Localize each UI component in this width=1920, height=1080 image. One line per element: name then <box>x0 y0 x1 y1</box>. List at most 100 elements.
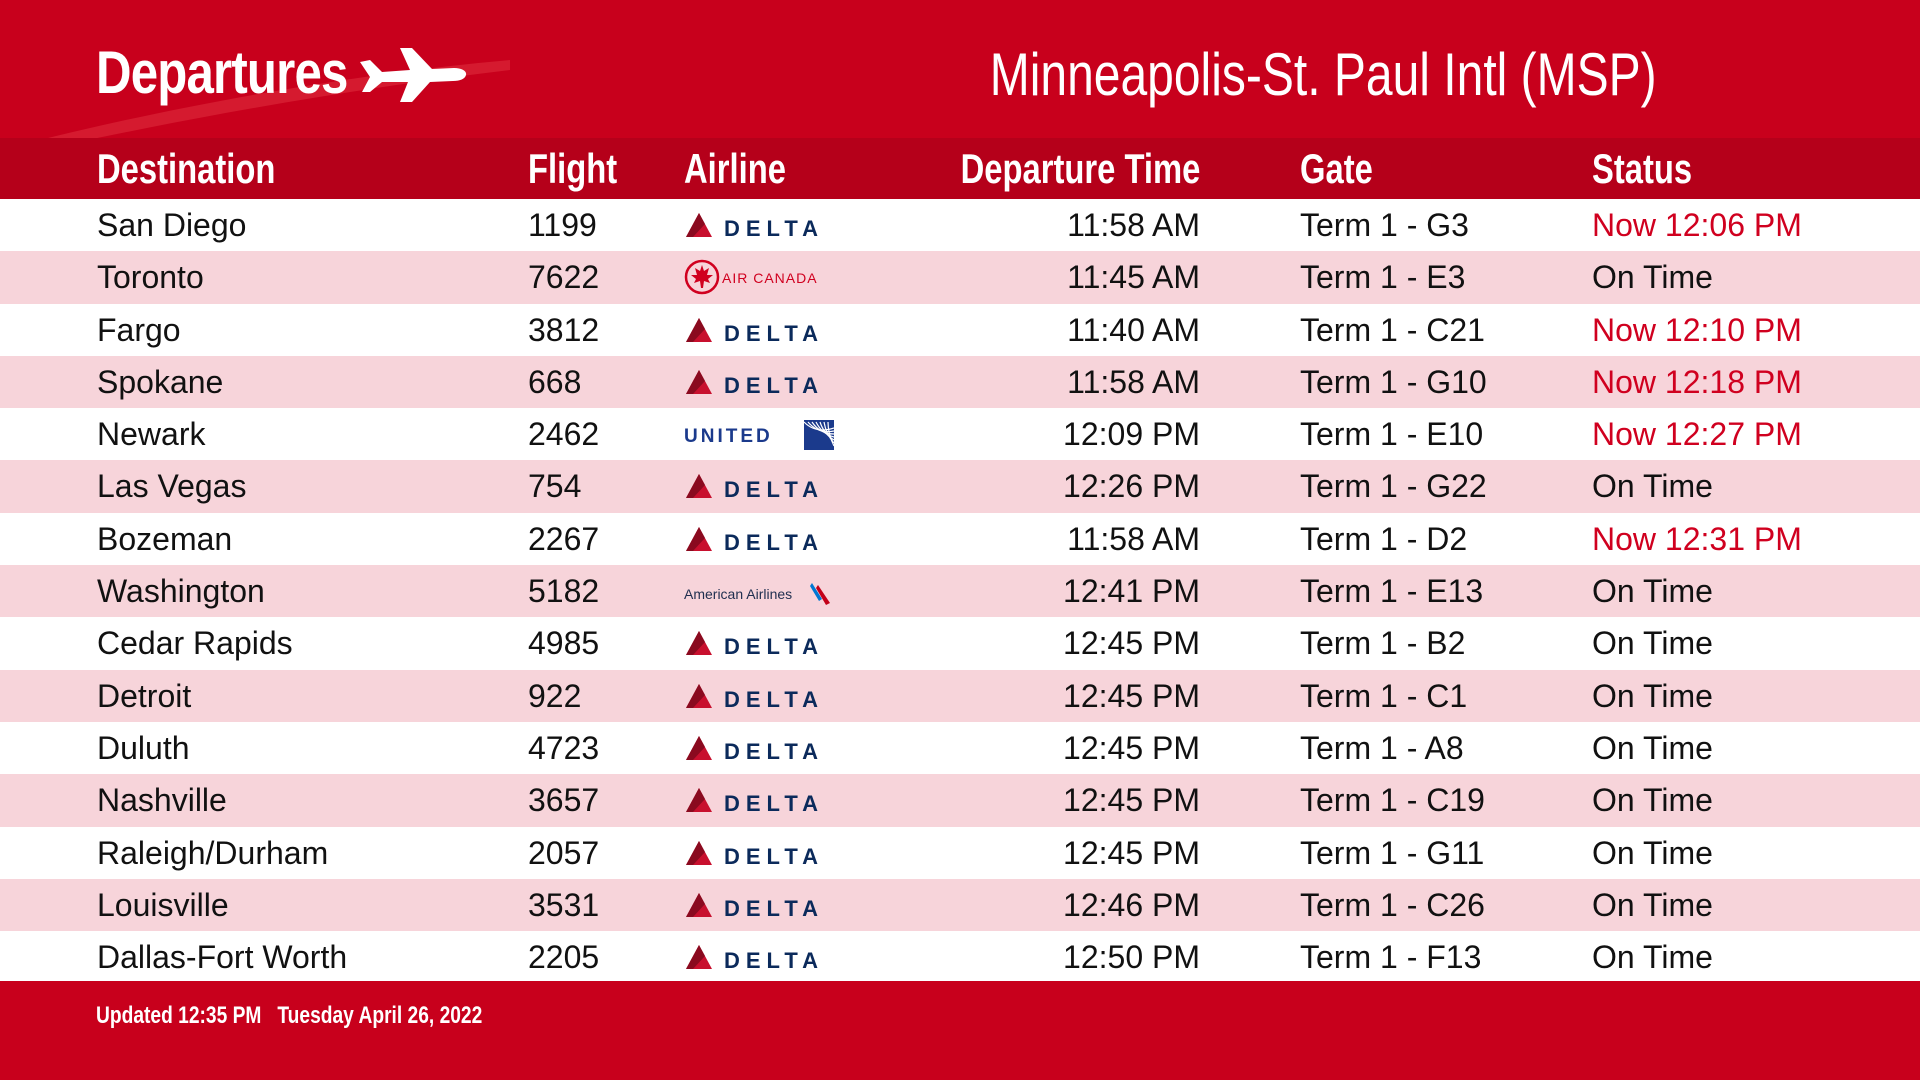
col-gate: Gate <box>1300 145 1373 192</box>
airline-logo: DELTA <box>684 205 834 245</box>
airline-logo: DELTA <box>684 466 834 506</box>
destination-cell: Cedar Rapids <box>97 625 293 662</box>
svg-text:DELTA: DELTA <box>724 477 824 502</box>
departure-time-cell: 11:58 AM <box>1067 207 1200 243</box>
destination-cell: Newark <box>97 416 206 453</box>
departure-time-cell: 12:09 PM <box>1063 416 1200 453</box>
gate-cell: Term 1 - C21 <box>1300 311 1485 348</box>
svg-text:DELTA: DELTA <box>724 216 824 241</box>
gate-cell: Term 1 - D2 <box>1300 520 1468 557</box>
airplane-icon <box>360 48 467 102</box>
column-header-row: Destination Flight Airline Departure Tim… <box>0 138 1920 199</box>
status-cell: On Time <box>1592 729 1713 766</box>
status-cell: On Time <box>1592 573 1713 610</box>
airline-logo: DELTA <box>684 937 834 977</box>
destination-cell: San Diego <box>97 207 247 243</box>
destination-cell: Nashville <box>97 782 227 819</box>
gate-cell: Term 1 - B2 <box>1300 625 1466 662</box>
status-cell: On Time <box>1592 677 1713 714</box>
svg-text:DELTA: DELTA <box>724 373 824 398</box>
flight-number-cell: 922 <box>528 677 582 714</box>
table-row: Dallas-Fort Worth 2205 DELTA 12:50 PM Term 1… <box>0 931 1920 983</box>
departure-time-cell: 12:45 PM <box>1063 834 1200 871</box>
gate-cell: Term 1 - G10 <box>1300 363 1487 400</box>
airline-logo: DELTA <box>684 310 834 350</box>
destination-cell: Washington <box>97 573 265 610</box>
flight-number-cell: 2462 <box>528 416 600 453</box>
table-row: Newark 2462 UNITED 12:09 PM Term 1 - E10 Now … <box>0 408 1920 460</box>
col-status: Status <box>1592 145 1693 192</box>
status-cell: Now 12:10 PM <box>1592 311 1802 348</box>
status-cell: Now 12:06 PM <box>1592 207 1802 243</box>
departure-time-cell: 11:58 AM <box>1067 363 1200 400</box>
svg-text:DELTA: DELTA <box>724 739 824 764</box>
departure-time-cell: 11:40 AM <box>1067 311 1200 348</box>
status-cell: On Time <box>1592 259 1713 296</box>
table-row: San Diego 1199 DELTA 11:58 AM Term 1 - G3 Now… <box>0 199 1920 251</box>
col-departure-time: Departure Time <box>960 145 1200 192</box>
svg-text:UNITED: UNITED <box>684 426 773 447</box>
svg-text:DELTA: DELTA <box>724 530 824 555</box>
airport-name: Minneapolis-St. Paul Intl (MSP) <box>990 41 1657 108</box>
destination-cell: Raleigh/Durham <box>97 834 329 871</box>
col-airline: Airline <box>684 145 786 192</box>
svg-text:DELTA: DELTA <box>724 634 824 659</box>
departure-time-cell: 12:41 PM <box>1063 573 1200 610</box>
updated-timestamp: Updated 12:35 PM Tuesday April 26, 2022 <box>96 1002 483 1029</box>
table-row: Washington 5182 American Airlines 12:41 PM T… <box>0 565 1920 618</box>
table-row: Louisville 3531 DELTA 12:46 PM Term 1 - C26 O… <box>0 878 1920 932</box>
destination-cell: Detroit <box>97 677 192 714</box>
page-title: Departures <box>96 39 348 106</box>
table-row: Bozeman 2267 DELTA 11:58 AM Term 1 - D2 Now 1… <box>0 513 1920 565</box>
status-cell: Now 12:31 PM <box>1592 520 1802 557</box>
departure-time-cell: 12:45 PM <box>1063 729 1200 766</box>
status-cell: On Time <box>1592 625 1713 662</box>
gate-cell: Term 1 - A8 <box>1300 729 1464 766</box>
airline-logo: American Airlines <box>684 571 834 611</box>
destination-cell: Las Vegas <box>97 468 247 505</box>
gate-cell: Term 1 - C26 <box>1300 886 1485 923</box>
departures-table: San Diego 1199 DELTA 11:58 AM Term 1 - G3 Now… <box>0 199 1920 983</box>
table-row: Raleigh/Durham 2057 DELTA 12:45 PM Term 1 - … <box>0 827 1920 879</box>
flight-number-cell: 754 <box>528 468 582 505</box>
flight-number-cell: 2267 <box>528 520 600 557</box>
svg-text:DELTA: DELTA <box>724 896 824 921</box>
table-row: Cedar Rapids 4985 DELTA 12:45 PM Term 1 - B2… <box>0 617 1920 669</box>
gate-cell: Term 1 - E3 <box>1300 259 1466 296</box>
status-cell: On Time <box>1592 886 1713 923</box>
svg-text:AIR CANADA: AIR CANADA <box>722 270 818 286</box>
gate-cell: Term 1 - G11 <box>1300 834 1485 871</box>
svg-text:DELTA: DELTA <box>724 791 824 816</box>
gate-cell: Term 1 - C19 <box>1300 782 1485 819</box>
destination-cell: Fargo <box>97 311 181 348</box>
destination-cell: Duluth <box>97 729 190 766</box>
table-row: Toronto 7622 AIR CANADA 11:45 AM Term 1 - E3… <box>0 251 1920 304</box>
status-cell: On Time <box>1592 834 1713 871</box>
airline-logo: DELTA <box>684 885 834 925</box>
airline-logo: DELTA <box>684 676 834 716</box>
flight-number-cell: 7622 <box>528 259 600 296</box>
departure-time-cell: 12:26 PM <box>1063 468 1200 505</box>
status-cell: On Time <box>1592 939 1713 976</box>
status-cell: On Time <box>1592 468 1713 505</box>
destination-cell: Bozeman <box>97 520 233 557</box>
svg-text:DELTA: DELTA <box>724 948 824 973</box>
airline-logo: AIR CANADA <box>684 257 834 297</box>
flight-number-cell: 3531 <box>528 886 600 923</box>
departure-time-cell: 12:45 PM <box>1063 782 1200 819</box>
airline-logo: DELTA <box>684 362 834 402</box>
table-row: Spokane 668 DELTA 11:58 AM Term 1 - G10 Now 1… <box>0 355 1920 409</box>
airline-logo: DELTA <box>684 623 834 663</box>
header-bar: Departures Minneapolis-St. Paul Intl (MS… <box>0 0 1920 138</box>
airline-logo: UNITED <box>684 414 834 454</box>
flight-number-cell: 2205 <box>528 939 600 976</box>
table-row: Nashville 3657 DELTA 12:45 PM Term 1 - C19 On… <box>0 774 1920 827</box>
table-row: Detroit 922 DELTA 12:45 PM Term 1 - C1 On Tim… <box>0 669 1920 722</box>
flight-number-cell: 1199 <box>528 207 597 243</box>
gate-cell: Term 1 - C1 <box>1300 677 1468 714</box>
departure-time-cell: 12:45 PM <box>1063 677 1200 714</box>
airline-logo: DELTA <box>684 728 834 768</box>
airline-logo: DELTA <box>684 780 834 820</box>
svg-text:American Airlines: American Airlines <box>684 586 792 602</box>
departure-time-cell: 11:58 AM <box>1067 520 1200 557</box>
